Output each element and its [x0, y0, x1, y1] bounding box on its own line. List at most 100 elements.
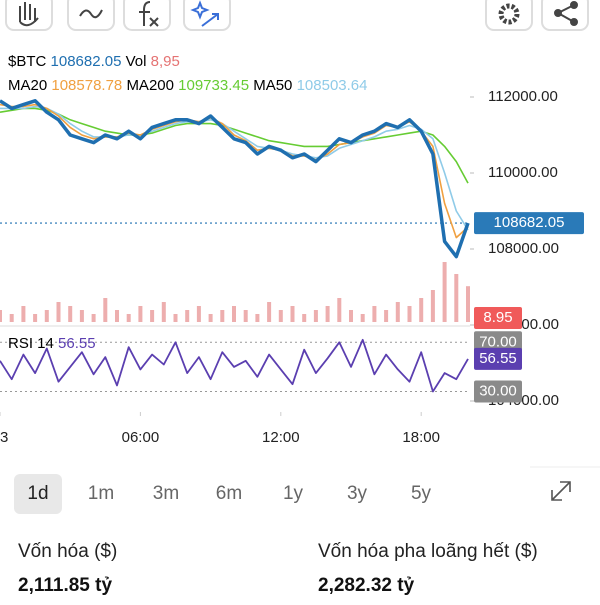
volume-bar — [103, 298, 108, 322]
price-box-bg — [474, 212, 584, 235]
volume-bar — [138, 306, 143, 322]
rsi-level-box-bg — [474, 380, 522, 403]
fx-icon — [139, 1, 159, 27]
volume-bar — [325, 306, 330, 322]
volume-bar — [21, 306, 26, 322]
rsi-level-box: 70.00 — [479, 333, 517, 350]
range-tab[interactable]: 3y — [347, 483, 368, 504]
draw-button[interactable] — [5, 0, 53, 31]
volume-bar — [0, 310, 2, 322]
volume-bar — [267, 302, 272, 322]
volume-bar — [430, 290, 435, 322]
volume-bar — [313, 310, 318, 322]
toolbar — [5, 0, 589, 31]
vol-value: 8,95 — [151, 53, 180, 70]
stat-label: Vốn hóa ($) — [18, 541, 117, 562]
ai-button[interactable] — [183, 0, 231, 31]
volume-bar — [208, 314, 213, 322]
volume-bar — [407, 306, 412, 322]
volume-bar — [290, 306, 295, 322]
volume-bar — [395, 302, 400, 322]
volume-bar — [255, 314, 260, 322]
range-tab[interactable]: 3m — [153, 483, 179, 504]
volume-bar — [220, 310, 225, 322]
volume-bar — [115, 310, 119, 322]
rsi-series — [0, 338, 469, 393]
ma-name: MA200 — [126, 77, 174, 94]
rsi-value-box-bg — [474, 347, 522, 370]
volume-bar — [384, 310, 389, 322]
rsi-name: RSI 14 — [8, 335, 54, 352]
y-tick-label: 110000.00 — [488, 164, 558, 181]
x-tick-label: 06:00 — [122, 429, 160, 446]
ma-series — [0, 105, 469, 231]
volume-bar — [454, 274, 459, 322]
share-button[interactable] — [541, 0, 589, 31]
wave-icon — [79, 9, 103, 19]
volume-bar — [126, 314, 131, 322]
volume-bar — [278, 310, 283, 322]
range-tab[interactable]: 1m — [88, 483, 114, 504]
volume-bar — [56, 302, 61, 322]
stat-value: 2,111.85 tỷ — [18, 575, 112, 596]
vol-label: Vol — [126, 53, 147, 70]
ma-value: 108503.64 — [297, 77, 368, 94]
volume-bar — [173, 314, 178, 322]
settings-button[interactable] — [485, 0, 533, 31]
indicator-button[interactable] — [123, 0, 171, 31]
volume-bar — [337, 298, 342, 322]
volume-bar — [33, 314, 38, 322]
range-tab[interactable]: 1d — [27, 483, 48, 504]
x-tick-label: 12:00 — [262, 429, 300, 446]
vol-box-bg — [474, 307, 522, 329]
share-dot — [570, 1, 578, 9]
stat-value: 2,282.32 tỷ — [318, 575, 415, 596]
line-button[interactable] — [67, 0, 115, 31]
rsi-level-box-bg — [474, 331, 522, 354]
volume-bar — [360, 314, 365, 322]
hand-icon — [19, 2, 39, 27]
gear-icon — [498, 3, 520, 25]
volume-bar — [185, 310, 190, 322]
volume-bar — [349, 310, 353, 322]
volume-bar — [196, 306, 201, 322]
volume-bar — [419, 298, 424, 322]
volume-bar — [150, 310, 155, 322]
range-tab[interactable]: 5y — [411, 483, 432, 504]
legend-line-2: MA20 108578.78 MA200 109733.45 MA50 1085… — [8, 77, 367, 94]
share-dot — [554, 9, 562, 17]
y-tick-label: 112000.00 — [488, 88, 558, 105]
volume-bar — [232, 306, 236, 322]
stat-label: Vốn hóa pha loãng hết ($) — [318, 541, 538, 562]
price: 108682.05 — [51, 53, 122, 70]
ticker: $BTC — [8, 53, 47, 70]
ma-name: MA20 — [8, 77, 47, 94]
range-tab[interactable]: 1y — [283, 483, 304, 504]
expand-icon[interactable] — [551, 481, 571, 501]
vol-box: 8.95 — [483, 309, 512, 326]
volume-bar — [79, 310, 84, 322]
ma-value: 108578.78 — [51, 77, 122, 94]
price-box: 108682.05 — [494, 214, 565, 231]
ma-name: MA50 — [253, 77, 292, 94]
legend-line-1: $BTC 108682.05 Vol 8,95 — [8, 53, 180, 70]
rsi-value: 56.55 — [58, 335, 96, 352]
rsi-level-box: 30.00 — [479, 383, 517, 400]
volume-bar — [243, 310, 248, 322]
volume-bar — [9, 314, 14, 322]
volume-bar — [68, 306, 73, 322]
range-tab[interactable]: 6m — [216, 483, 242, 504]
volume-bar — [466, 286, 470, 322]
rsi-legend: RSI 14 56.55 — [8, 335, 96, 352]
selected-tab-bg — [14, 474, 62, 514]
volume-bar — [442, 262, 447, 322]
x-tick-label: 3 — [0, 429, 8, 446]
rsi-value-box: 56.55 — [479, 350, 517, 367]
y-tick-label: 108000.00 — [488, 240, 559, 257]
share-dot — [570, 18, 578, 26]
volume-bar — [161, 302, 166, 322]
volume-bar — [302, 314, 307, 322]
volume-bar — [91, 314, 96, 322]
